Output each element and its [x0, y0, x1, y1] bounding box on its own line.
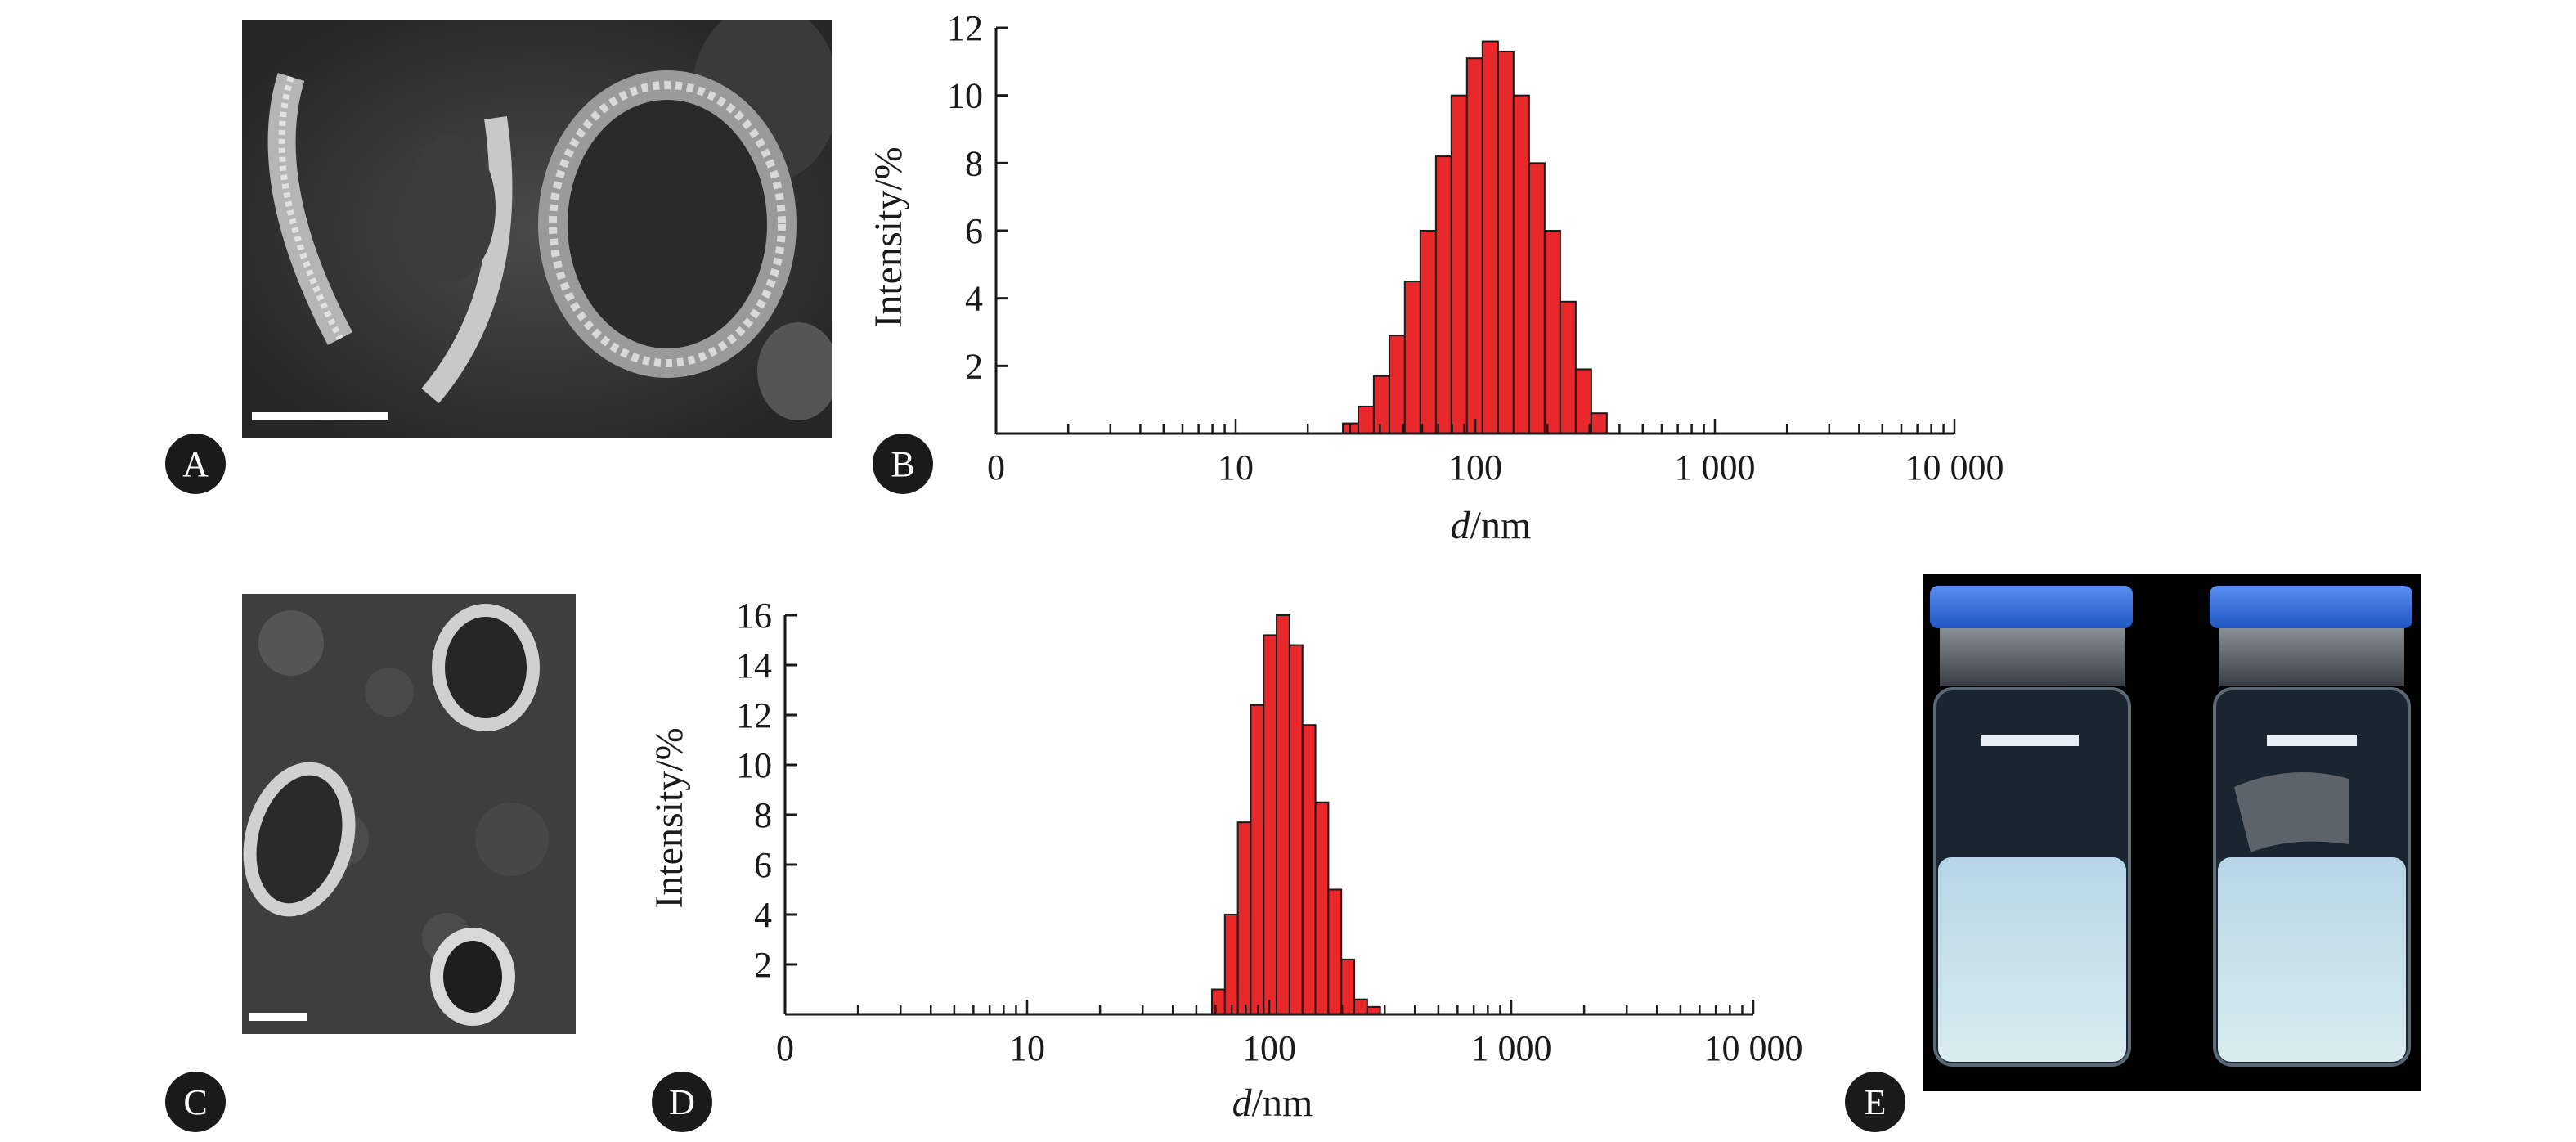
chart-d-bars	[1210, 614, 1381, 1016]
chart-d-xtick-label: 10 000	[1704, 1028, 1803, 1068]
panel-label-e: E	[1845, 1072, 1905, 1132]
chart-b-bar	[1419, 230, 1437, 434]
chart-d-xtick-label: 1 000	[1471, 1028, 1552, 1068]
chart-b-ytick-label: 8	[965, 143, 983, 183]
chart-d-ylabel: Intensity/%	[648, 727, 691, 908]
chart-b-bars	[1342, 40, 1608, 435]
chart-b-ytick-label: 12	[947, 8, 983, 48]
chart-b-bar	[1450, 94, 1468, 435]
chart-b-bar	[1403, 281, 1421, 434]
chart-d-bar	[1301, 724, 1317, 1015]
right-vial-cap	[2210, 586, 2412, 628]
chart-b-bar	[1528, 162, 1546, 434]
micrograph-c-image	[242, 594, 576, 1034]
chart-d-bar	[1288, 644, 1304, 1015]
panel-e-photo	[1923, 574, 2421, 1091]
chart-d-bar	[1223, 914, 1239, 1015]
chart-b: 2 4 6 8 10 12 0 10 100 1 000 10 000 Intensity/% d/…	[867, 8, 2004, 547]
chart-b-bar	[1559, 300, 1577, 434]
chart-b-bar	[1465, 57, 1483, 434]
chart-d-ytick-label: 4	[754, 895, 772, 935]
chart-d-ytick-label: 14	[736, 645, 772, 686]
chart-b-bar	[1497, 50, 1515, 435]
chart-d-bar	[1263, 634, 1278, 1016]
chart-d-bar	[1276, 614, 1290, 1015]
chart-b-ytick-label: 10	[947, 76, 983, 116]
panel-c-micrograph	[242, 594, 576, 1034]
chart-d-bar	[1210, 988, 1226, 1015]
panel-label-b: B	[873, 434, 933, 494]
chart-b-ytick-label: 2	[965, 346, 983, 386]
chart-d: 2 4 6 8 10 12 14 16 0 10 100 1 000 10 000 Intensity/…	[648, 596, 1803, 1125]
chart-b-bar	[1481, 40, 1499, 435]
chart-b-bar	[1388, 335, 1406, 434]
chart-d-bar	[1327, 888, 1343, 1015]
chart-d-bar	[1353, 998, 1368, 1016]
chart-b-ytick-label: 4	[965, 279, 983, 319]
panel-label-d: D	[652, 1072, 712, 1132]
chart-b-bar	[1590, 412, 1608, 435]
chart-d-bar	[1236, 821, 1252, 1015]
chart-b-xtick-label: 1 000	[1675, 447, 1756, 488]
chart-d-bar	[1314, 801, 1330, 1015]
chart-b-bar	[1512, 94, 1530, 435]
left-vial-cap	[1930, 586, 2133, 628]
chart-d-xlabel: d/nm	[1232, 1081, 1313, 1125]
chart-b-xtick-label: 10 000	[1905, 447, 2004, 488]
chart-d-ytick-label: 6	[754, 845, 772, 885]
chart-d-ytick-label: 8	[754, 795, 772, 835]
chart-b-ytick-label: 6	[965, 211, 983, 251]
chart-b-bar	[1434, 155, 1452, 434]
chart-d-axes: 2 4 6 8 10 12 14 16 0 10 100 1 000 10 000	[736, 596, 1803, 1068]
chart-d-ytick-label: 2	[754, 945, 772, 985]
vials-photo	[1923, 574, 2421, 1091]
chart-d-ytick-label: 10	[736, 745, 772, 785]
chart-b-bar	[1357, 405, 1375, 434]
chart-d-bar	[1340, 958, 1356, 1015]
micrograph-a-image	[242, 20, 832, 438]
panel-label-a: A	[165, 434, 226, 494]
chart-d-ytick-label: 16	[736, 596, 772, 636]
chart-d-xtick-label: 10	[1009, 1028, 1045, 1068]
chart-d-bar	[1250, 704, 1265, 1016]
chart-b-xlabel: d/nm	[1451, 504, 1532, 547]
chart-d-ytick-label: 12	[736, 695, 772, 735]
chart-d-xtick-label: 0	[776, 1028, 794, 1068]
chart-b-xtick-label: 10	[1218, 447, 1254, 488]
chart-b-bar	[1543, 230, 1561, 434]
chart-b-xtick-label: 100	[1448, 447, 1502, 488]
panel-a-micrograph	[242, 20, 832, 438]
chart-d-xtick-label: 100	[1242, 1028, 1296, 1068]
chart-b-bar	[1372, 375, 1390, 435]
panel-label-c: C	[165, 1072, 226, 1132]
chart-b-ylabel: Intensity/%	[867, 146, 910, 327]
chart-b-axes: 2 4 6 8 10 12 0 10 100 1 000 10 000	[947, 8, 2004, 488]
chart-b-xtick-label: 0	[987, 447, 1005, 488]
